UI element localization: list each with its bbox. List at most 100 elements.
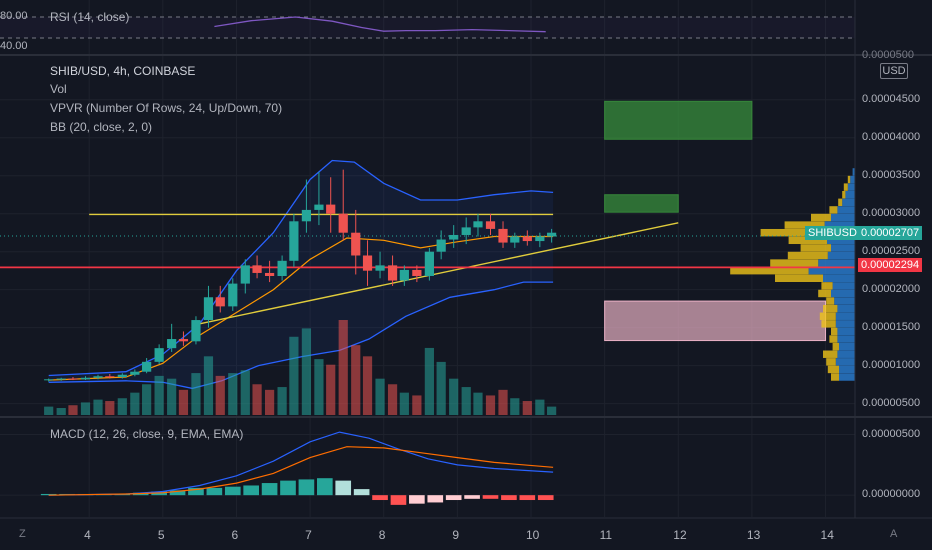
candle-body [178,339,189,342]
zone-rect [604,100,753,140]
zone-rectangles [604,100,827,342]
vp-row-down [770,259,819,267]
vp-row-up [827,251,855,260]
volume-bar [498,389,508,415]
macd-legend[interactable]: MACD (12, 26, close, 9, EMA, EMA) [50,427,244,441]
macd-hist-bar [243,485,260,496]
vp-row-down [823,350,838,358]
candle-body [375,265,385,271]
candle-body [547,232,557,237]
time-tick: 10 [526,528,540,542]
vp-row-up [850,175,855,184]
candle-body [93,376,103,378]
zoom-corner-left[interactable]: Z [19,528,26,540]
macd-hist-bar [464,495,480,499]
candle-body [338,213,348,233]
candle-body [240,265,250,284]
vp-row-down [831,327,838,336]
vp-row-up [839,373,855,381]
price-label: 0.00000500 [862,396,921,409]
volume-bar [473,392,483,415]
time-tick: 4 [84,528,91,542]
volume-bar [264,389,275,415]
currency-badge[interactable]: USD [880,63,908,79]
candle-body [215,297,225,307]
candle-body [436,239,446,252]
volume-bar [44,406,54,415]
vp-row-up [835,312,855,320]
vp-row-up [837,304,855,313]
vp-row-up [837,327,855,336]
symbol-title[interactable]: SHIB/USD, 4h, COINBASE [50,64,196,78]
price-label: 0.00002500 [862,244,921,257]
candle-body [142,361,152,372]
candle-body [510,236,520,243]
time-tick: 8 [378,528,386,542]
vp-row-down [760,228,823,237]
volume-bar [191,373,201,415]
volume-bar [314,359,324,415]
candle-body [314,204,324,210]
price-label: 0.00001000 [862,358,921,371]
volume-bar [130,392,140,415]
macd-hist-bar [261,483,278,496]
candle-body [44,379,54,381]
vp-row-up [832,282,855,290]
volume-bar [178,389,189,415]
candle-body [412,269,422,276]
macd-pane [0,431,855,505]
macd-hist-bar [298,479,315,496]
symbol-tag: SHIBUSD [805,226,860,240]
vp-row-down [730,266,809,275]
vp-row-down [811,213,831,222]
zone-rect [604,194,679,213]
vp-row-up [852,168,855,176]
volume-bar [154,375,164,415]
vp-row-down [787,251,828,260]
volume-bar [547,406,557,415]
candle-body [203,297,214,321]
volume-bar [338,320,348,415]
volume-bar [510,398,520,415]
signal-line [48,446,554,496]
auto-scale-button[interactable]: A [890,528,898,540]
candle-body [68,378,78,380]
vp-row-down [775,274,823,282]
volume-bar [56,408,66,415]
pane-separators [0,0,932,519]
vp-row-down [827,365,839,374]
vpvr-legend[interactable]: VPVR (Number Of Rows, 24, Up/Down, 70) [50,101,283,115]
volume-bar [240,370,250,415]
candle-body [130,371,140,375]
vp-row-up [845,191,855,199]
volume-bar [485,395,496,415]
time-tick: 7 [305,528,312,542]
candle-body [167,339,177,349]
candle-body [277,260,287,276]
bb-basis-line [48,235,554,381]
price-axis-bg [855,0,932,550]
vp-row-down [819,312,836,320]
rsi-line [214,16,546,33]
candle-body [351,232,361,256]
vp-row-up [831,244,855,252]
last-price-tag: 0.00002707 [858,226,923,240]
candle-body [485,221,496,229]
candle-body [191,320,201,342]
candle-body [461,227,471,235]
bb-legend[interactable]: BB (20, close, 2, 0) [50,120,153,134]
time-tick: 9 [452,528,460,542]
time-tick: 13 [746,528,761,542]
vp-row-down [842,191,846,199]
rsi-pane [0,16,855,39]
macd-hist-bar [390,495,407,505]
vp-row-down [826,297,835,305]
vp-row-up [839,342,855,351]
volume-bar [412,395,422,415]
volume-bars [44,320,557,415]
candle-body [264,272,275,276]
volume-bar [362,356,373,415]
vol-legend[interactable]: Vol [50,82,67,96]
volume-bar [522,401,532,415]
